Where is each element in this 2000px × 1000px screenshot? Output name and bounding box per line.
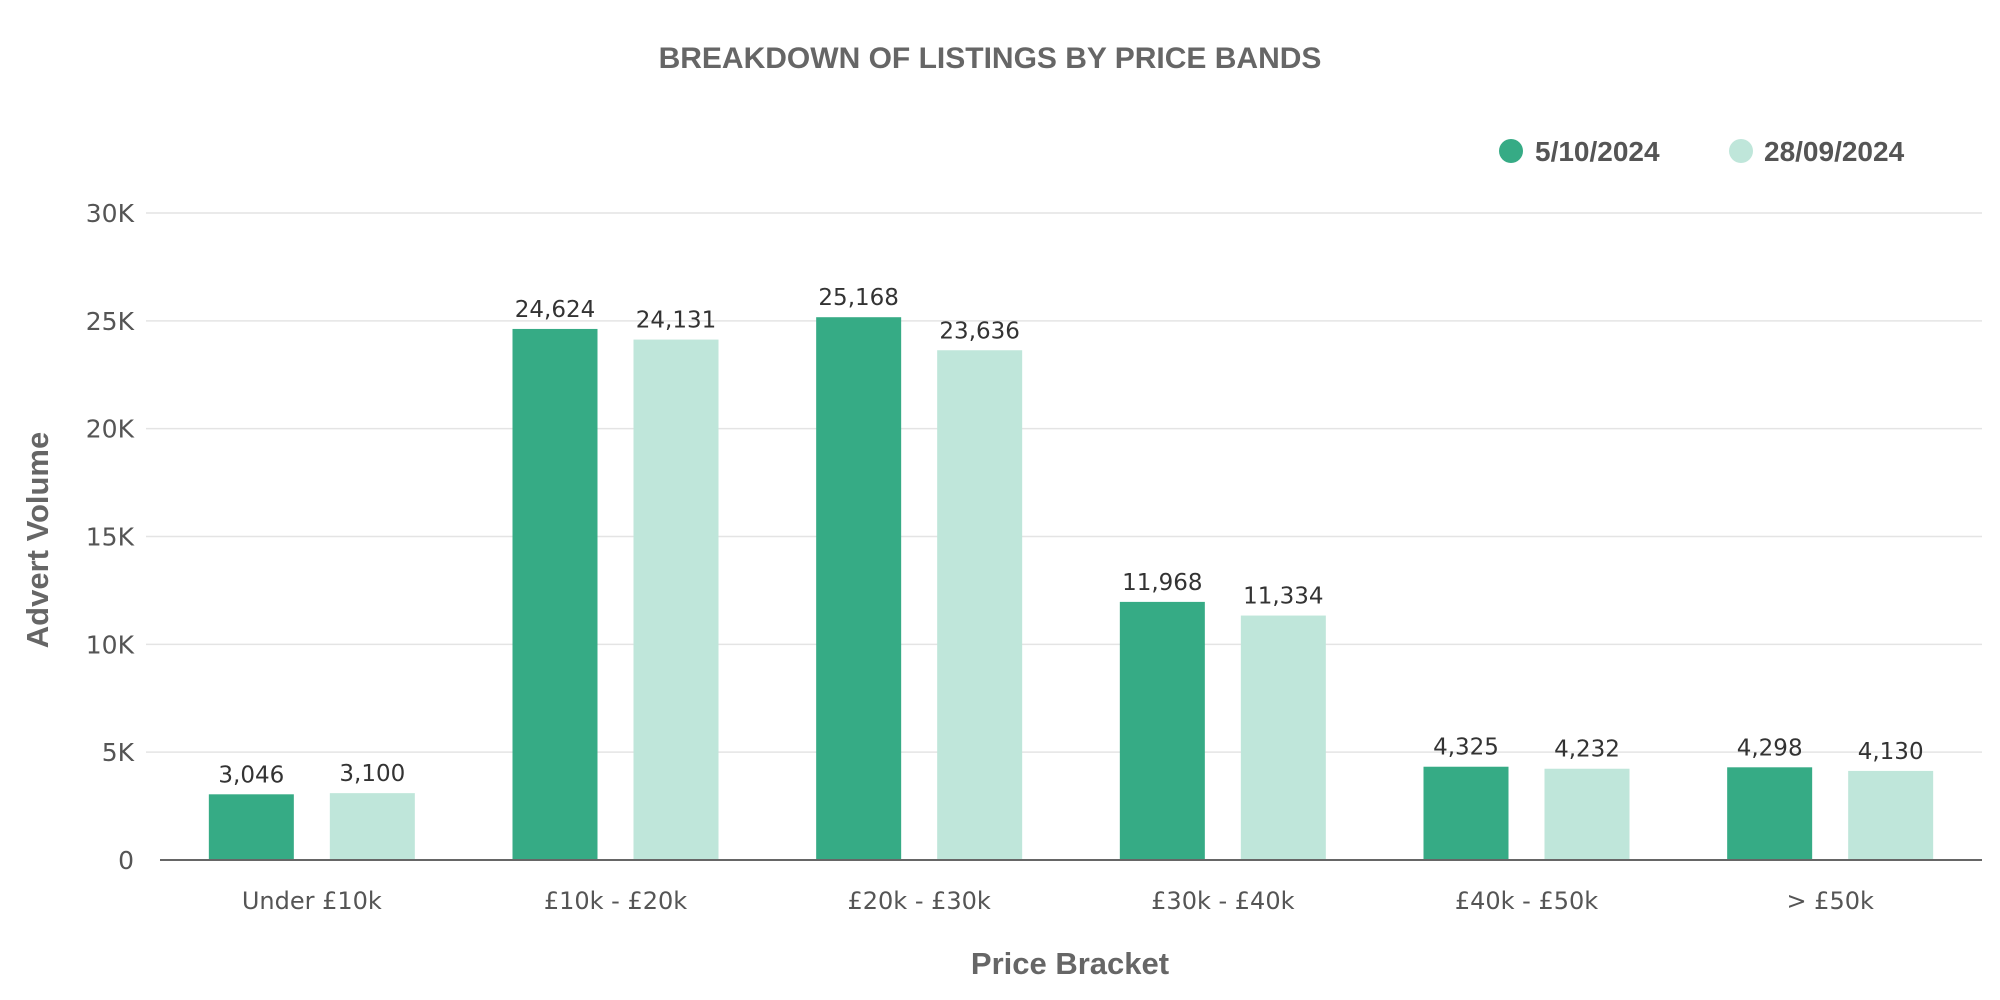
data-label-series-2: 23,636 bbox=[939, 318, 1019, 344]
bar-series-2[interactable] bbox=[329, 793, 415, 860]
data-label-series-1: 24,624 bbox=[515, 297, 595, 323]
x-tick-label: £10k - £20k bbox=[544, 887, 687, 915]
chart-title: BREAKDOWN OF LISTINGS BY PRICE BANDS bbox=[659, 42, 1322, 75]
legend-swatch-series-2[interactable] bbox=[1729, 139, 1753, 163]
bar-series-2[interactable] bbox=[633, 339, 719, 860]
y-tick-label: 25K bbox=[86, 307, 135, 336]
y-tick-label: 15K bbox=[86, 523, 135, 552]
data-label-series-1: 4,298 bbox=[1737, 735, 1803, 761]
data-label-series-1: 25,168 bbox=[818, 285, 898, 311]
x-tick-label: Under £10k bbox=[242, 887, 382, 915]
y-tick-label: 10K bbox=[86, 630, 135, 659]
legend-label-series-2[interactable]: 28/09/2024 bbox=[1764, 136, 1905, 167]
y-axis-title: Advert Volume bbox=[20, 432, 55, 648]
bar-series-1[interactable] bbox=[208, 794, 294, 860]
bar-series-1[interactable] bbox=[816, 317, 902, 860]
data-label-series-2: 11,334 bbox=[1243, 584, 1323, 610]
data-label-series-1: 3,046 bbox=[218, 762, 284, 788]
bar-series-2[interactable] bbox=[1848, 770, 1934, 860]
legend-label-series-1[interactable]: 5/10/2024 bbox=[1535, 136, 1660, 167]
x-tick-label: £40k - £50k bbox=[1455, 887, 1598, 915]
y-tick-label: 30K bbox=[86, 199, 135, 228]
bar-series-2[interactable] bbox=[1544, 768, 1630, 860]
data-label-series-2: 4,130 bbox=[1858, 739, 1924, 765]
y-tick-label: 20K bbox=[86, 415, 135, 444]
bar-series-1[interactable] bbox=[1119, 601, 1205, 860]
bar-series-2[interactable] bbox=[1240, 615, 1326, 860]
bar-series-2[interactable] bbox=[937, 350, 1023, 860]
bars bbox=[208, 317, 1934, 861]
data-label-series-2: 24,131 bbox=[636, 308, 716, 334]
y-axis-ticks: 0 5K 10K 15K 20K 25K 30K bbox=[86, 199, 135, 875]
x-tick-label: > £50k bbox=[1786, 887, 1874, 915]
bar-series-1[interactable] bbox=[512, 328, 598, 861]
data-label-series-2: 3,100 bbox=[339, 761, 405, 787]
y-tick-label: 0 bbox=[118, 846, 134, 875]
gridlines bbox=[146, 212, 1982, 753]
data-label-series-1: 11,968 bbox=[1122, 570, 1202, 596]
legend-swatch-series-1[interactable] bbox=[1499, 139, 1523, 163]
data-label-series-2: 4,232 bbox=[1554, 737, 1620, 763]
legend: 5/10/2024 28/09/2024 bbox=[1499, 136, 1905, 167]
x-axis-ticks: Under £10k £10k - £20k £20k - £30k £30k - £… bbox=[242, 887, 1874, 915]
x-tick-label: £20k - £30k bbox=[847, 887, 990, 915]
y-tick-label: 5K bbox=[102, 738, 135, 767]
bar-series-1[interactable] bbox=[1727, 767, 1813, 860]
x-tick-label: £30k - £40k bbox=[1151, 887, 1294, 915]
data-label-series-1: 4,325 bbox=[1433, 735, 1499, 761]
data-labels: 3,046 3,100 24,624 24,131 25,168 23,636 11,968… bbox=[218, 285, 1923, 788]
bar-series-1[interactable] bbox=[1423, 766, 1509, 860]
x-axis-title: Price Bracket bbox=[971, 946, 1169, 981]
